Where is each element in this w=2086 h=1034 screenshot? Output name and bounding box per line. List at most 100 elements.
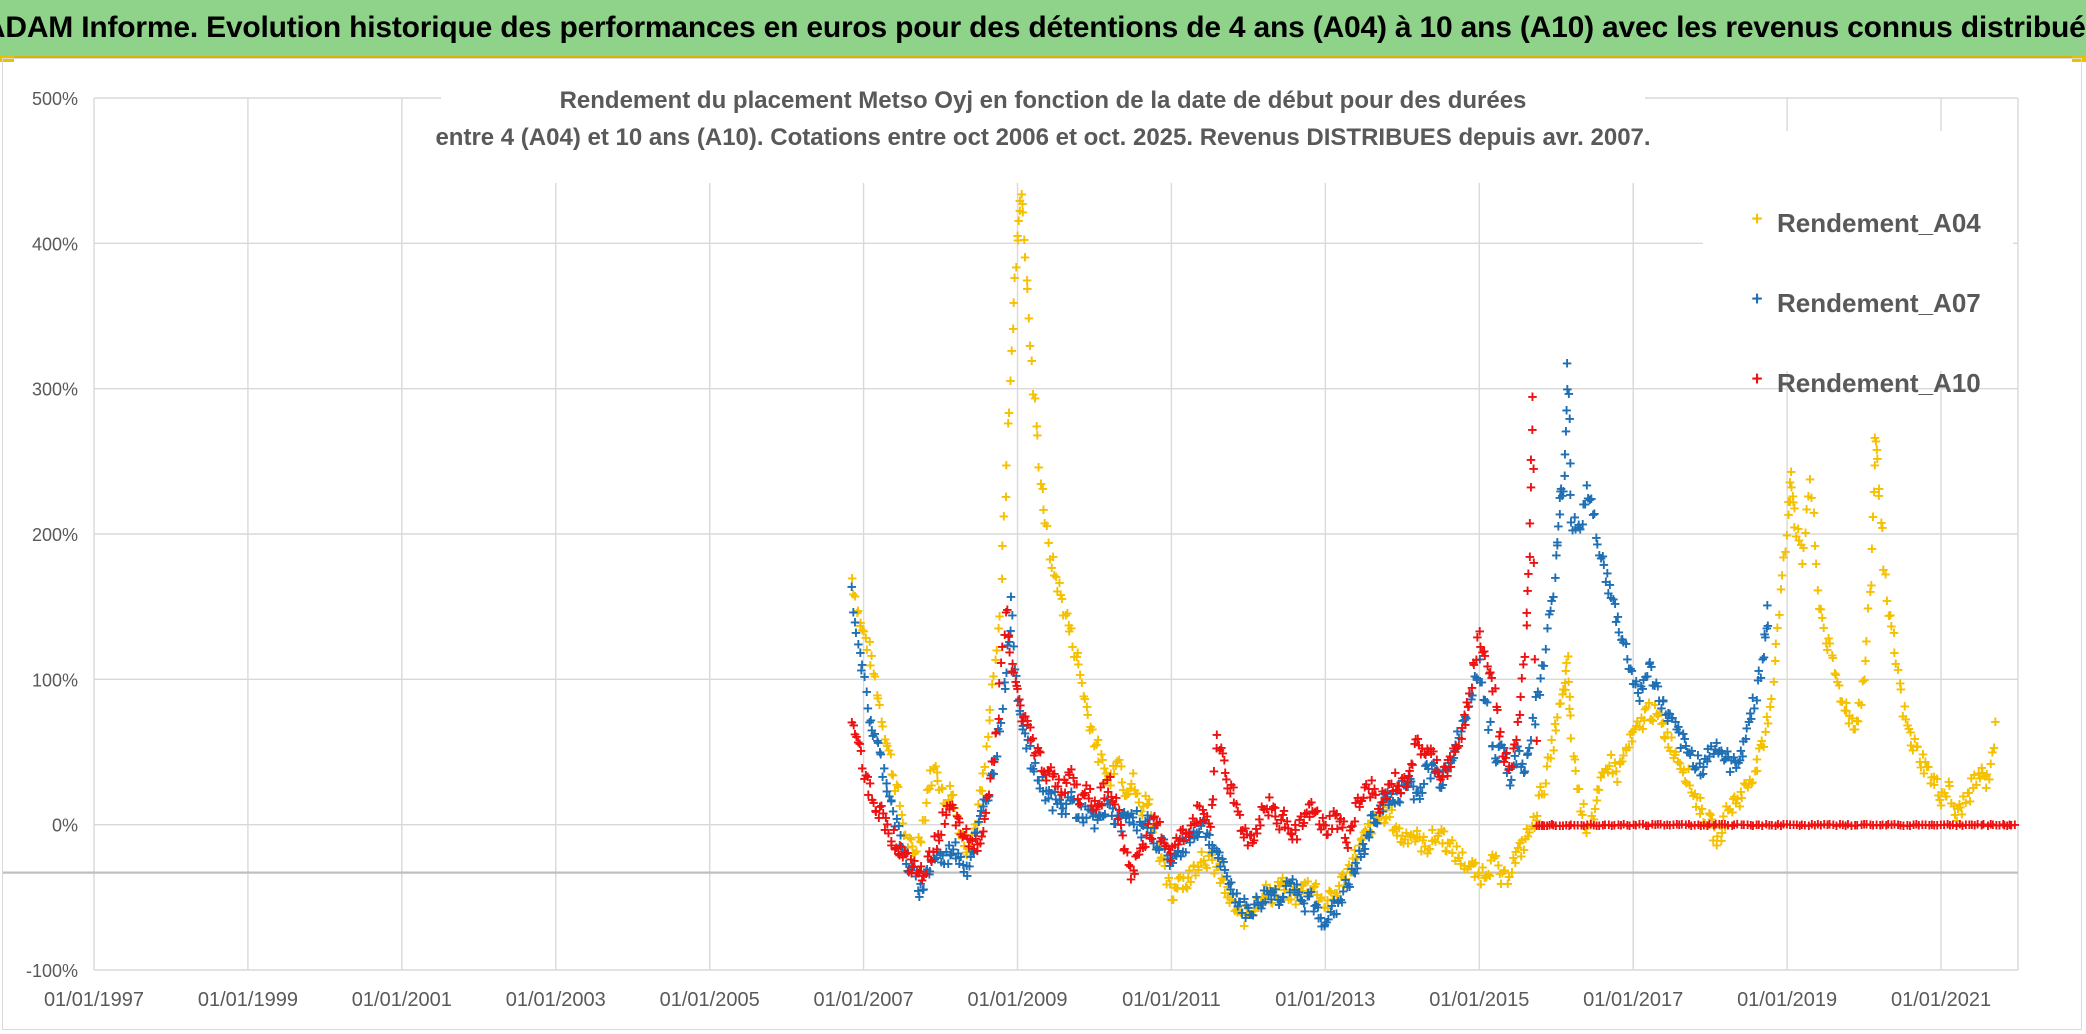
data-point: + [966,848,976,867]
data-point: + [1108,793,1118,812]
data-point: + [1143,818,1153,837]
data-point: + [1110,814,1120,833]
data-point: + [1363,815,1373,834]
data-point: + [1869,482,1879,501]
data-point: + [1036,474,1046,493]
data-point: + [1748,689,1758,708]
data-point: + [1163,846,1173,865]
data-point: + [1142,826,1152,845]
data-point: + [1565,688,1575,707]
data-point: + [1185,823,1195,842]
data-point: + [1752,762,1762,781]
data-point: + [1616,816,1626,835]
data-point: + [1583,817,1593,836]
data-point: + [909,857,919,876]
data-point: + [895,846,905,865]
data-point: + [1551,721,1561,740]
data-point: + [1320,899,1330,918]
data-point: + [1155,813,1165,832]
data-point: + [929,759,939,778]
data-point: + [969,844,979,863]
data-point: + [1288,881,1298,900]
data-point: + [1023,712,1033,731]
data-point: + [1537,785,1547,804]
data-point: + [1107,806,1117,825]
data-point: + [1240,896,1250,915]
data-point: + [1647,815,1657,834]
data-point: + [1004,626,1014,645]
data-point: + [1388,821,1398,840]
data-point: + [1399,768,1409,787]
data-point: + [1060,784,1070,803]
data-point: + [882,734,892,753]
data-point: + [1007,662,1017,681]
data-point: + [1916,758,1926,777]
data-point: + [1560,681,1570,700]
data-point: + [1145,829,1155,848]
data-point: + [1046,784,1056,803]
data-point: + [1326,883,1336,902]
data-point: + [1447,843,1457,862]
data-point: + [1529,807,1539,826]
data-point: + [1732,815,1742,834]
data-point: + [1405,762,1415,781]
data-point: + [975,834,985,853]
data-point: + [1403,774,1413,793]
data-point: + [1378,793,1388,812]
data-point: + [1858,672,1868,691]
data-point: + [1889,624,1899,643]
data-point: + [1562,354,1572,373]
data-point: + [1771,817,1781,836]
data-point: + [860,770,870,789]
data-point: + [1512,730,1522,749]
data-point: + [1610,754,1620,773]
data-point: + [1550,568,1560,587]
data-point: + [1177,829,1187,848]
data-point: + [1528,388,1538,407]
data-point: + [1601,759,1611,778]
data-point: + [1156,832,1166,851]
data-point: + [1220,883,1230,902]
data-point: + [1509,757,1519,776]
data-point: + [1015,191,1025,210]
data-point: + [932,763,942,782]
data-point: + [1431,832,1441,851]
data-point: + [1381,809,1391,828]
data-point: + [1260,893,1270,912]
data-point: + [922,793,932,812]
data-point: + [1310,897,1320,916]
data-point: + [1162,837,1172,856]
data-point: + [1799,538,1809,557]
data-point: + [1872,816,1882,835]
data-point: + [896,826,906,845]
data-point: + [1388,792,1398,811]
data-point: + [1758,650,1768,669]
data-point: + [1219,852,1229,871]
data-point: + [1771,634,1781,653]
data-point: + [1345,821,1355,840]
data-point: + [979,790,989,809]
data-point: + [1284,874,1294,893]
data-point: + [1566,706,1576,725]
x-tick-label: 01/01/2001 [352,989,452,1011]
data-point: + [1693,816,1703,835]
data-point: + [1772,619,1782,638]
data-point: + [1756,669,1766,688]
data-point: + [904,862,914,881]
data-point: + [1478,858,1488,877]
data-point: + [1278,806,1288,825]
chart-frame: -100% 0% 100% 200% 300% 400% 500% 01/01/1997 01/… [2,58,2082,1030]
data-point: + [1861,652,1871,671]
data-point: + [1614,816,1624,835]
data-point: + [872,732,882,751]
data-point: + [1044,534,1054,553]
data-point: + [1687,741,1697,760]
data-point: + [873,733,883,752]
data-point: + [1207,846,1217,865]
data-point: + [887,836,897,855]
data-point: + [923,847,933,866]
data-point: + [1662,815,1672,834]
data-point: + [1592,817,1602,836]
data-point: + [1841,701,1851,720]
data-point: + [1547,592,1557,611]
